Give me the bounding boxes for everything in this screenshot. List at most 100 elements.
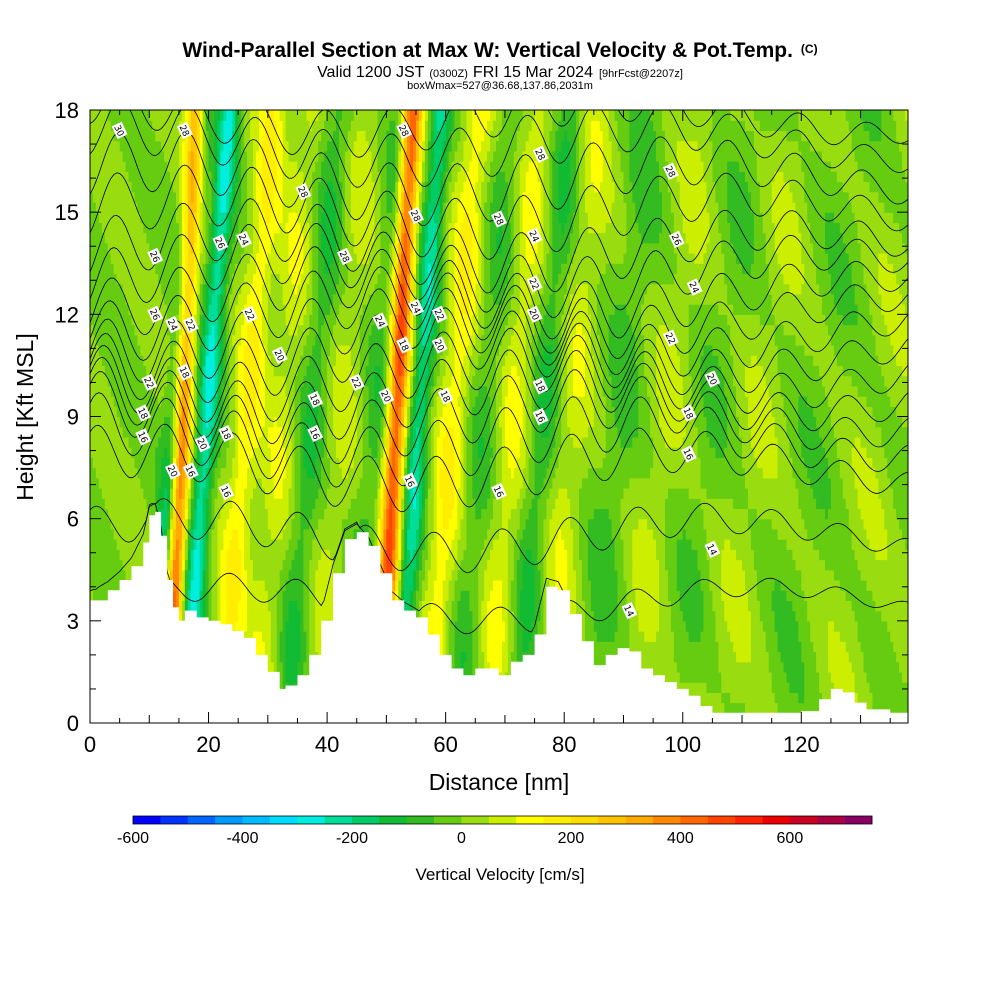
w-cell: [137, 355, 141, 367]
w-cell: [211, 181, 216, 193]
w-cell: [149, 467, 153, 479]
w-cell: [95, 579, 100, 591]
w-cell: [131, 396, 136, 407]
w-cell: [143, 355, 147, 367]
w-cell: [181, 212, 186, 223]
w-cell: [208, 610, 213, 622]
w-cell: [199, 161, 204, 172]
w-cell: [193, 518, 198, 530]
w-cell: [116, 344, 121, 356]
w-cell: [167, 436, 171, 448]
w-cell: [202, 447, 207, 458]
w-cell: [131, 253, 136, 264]
w-cell: [158, 447, 162, 458]
w-cell: [92, 406, 97, 418]
w-cell: [190, 334, 195, 346]
w-cell: [158, 171, 162, 183]
w-cell: [211, 242, 216, 254]
w-cell: [205, 242, 210, 254]
w-cell: [104, 212, 109, 223]
w-cell: [131, 528, 136, 540]
w-cell: [199, 150, 204, 162]
w-cell: [175, 293, 180, 305]
w-cell: [202, 569, 207, 581]
w-cell: [175, 488, 180, 499]
w-cell: [137, 232, 141, 244]
w-cell: [178, 324, 183, 336]
w-cell: [90, 488, 94, 499]
w-cell: [119, 396, 124, 407]
w-cell: [107, 396, 112, 407]
w-cell: [164, 110, 168, 121]
w-cell: [131, 447, 136, 458]
w-cell: [152, 344, 156, 356]
w-cell: [98, 181, 103, 193]
w-cell: [178, 344, 183, 356]
w-cell: [140, 273, 144, 285]
w-cell: [143, 293, 147, 305]
w-cell: [152, 477, 156, 489]
w-cell: [143, 365, 147, 377]
w-cell: [152, 120, 156, 132]
w-cell: [158, 426, 162, 438]
w-cell: [116, 457, 121, 469]
w-cell: [193, 396, 198, 407]
w-cell: [164, 263, 168, 275]
w-cell: [155, 273, 159, 285]
w-cell: [90, 508, 94, 520]
w-cell: [90, 406, 94, 418]
w-cell: [158, 416, 162, 428]
w-cell: [202, 253, 207, 264]
w-cell: [164, 130, 168, 142]
w-cell: [143, 161, 147, 172]
w-cell: [98, 283, 103, 295]
w-cell: [190, 406, 195, 418]
w-cell: [125, 171, 130, 183]
w-cell: [205, 304, 210, 315]
w-cell: [134, 549, 139, 561]
w-cell: [175, 375, 180, 387]
w-cell: [181, 416, 186, 428]
w-cell: [152, 283, 156, 295]
w-cell: [101, 467, 106, 479]
w-cell: [187, 590, 192, 601]
w-cell: [113, 457, 118, 469]
w-cell: [202, 140, 207, 152]
w-cell: [125, 355, 130, 367]
w-cell: [158, 242, 162, 254]
w-cell: [149, 385, 153, 397]
w-cell: [202, 406, 207, 418]
w-cell: [196, 528, 201, 540]
w-cell: [155, 416, 159, 428]
w-cell: [205, 273, 210, 285]
w-cell: [113, 283, 118, 295]
w-cell: [146, 447, 150, 458]
w-cell: [146, 161, 150, 172]
w-cell: [149, 283, 153, 295]
w-cell: [122, 406, 127, 418]
w-cell: [113, 488, 118, 499]
w-cell: [184, 457, 189, 469]
w-cell: [143, 508, 147, 520]
w-cell: [190, 355, 195, 367]
w-cell: [134, 263, 139, 275]
w-cell: [190, 273, 195, 285]
w-cell: [92, 508, 97, 520]
w-cell: [149, 120, 153, 132]
w-cell: [134, 314, 139, 326]
w-cell: [122, 273, 127, 285]
w-cell: [184, 477, 189, 489]
w-cell: [110, 120, 115, 132]
w-cell: [193, 559, 198, 571]
w-cell: [170, 569, 174, 581]
w-cell: [98, 375, 103, 387]
w-cell: [211, 171, 216, 183]
w-cell: [208, 253, 213, 264]
w-cell: [193, 253, 198, 264]
w-cell: [199, 426, 204, 438]
w-cell: [190, 375, 195, 387]
w-cell: [116, 253, 121, 264]
w-cell: [131, 344, 136, 356]
w-cell: [205, 488, 210, 499]
